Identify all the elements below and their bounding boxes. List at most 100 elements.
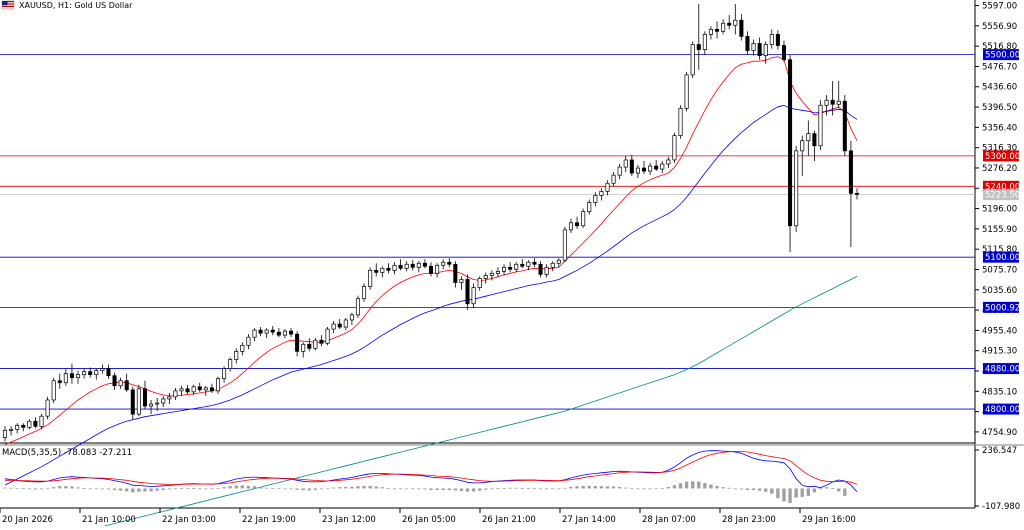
macd-hist-bar (593, 486, 597, 489)
candle-body (307, 343, 312, 349)
candle (307, 338, 312, 352)
candle (100, 364, 105, 374)
candle (794, 145, 799, 232)
price-level-box-label: 5223.50 (985, 191, 1020, 201)
candle (526, 260, 531, 271)
macd-hist-bar (216, 488, 220, 489)
candle-body (483, 275, 488, 279)
candle-body (495, 271, 500, 274)
price-tick-label: 5356.40 (982, 123, 1017, 133)
candle (489, 270, 494, 281)
candle (842, 95, 847, 156)
candle-body (441, 261, 446, 266)
candle-body (282, 330, 287, 336)
candle-body (380, 267, 385, 273)
macd-hist-bar (757, 488, 762, 491)
price-level-box[interactable]: 5000.92 (983, 301, 1020, 314)
macd-hist-bar (234, 485, 238, 489)
macd-hist-bar (295, 488, 299, 490)
candle-body (654, 165, 659, 170)
candle-body (520, 263, 525, 267)
candle (270, 326, 275, 336)
time-tick-label: 22 Jan 03:00 (162, 515, 216, 525)
price-level-box[interactable]: 4800.00 (983, 403, 1020, 416)
candle (739, 14, 744, 41)
candle-body (124, 380, 129, 391)
macd-hist-bar (191, 487, 196, 489)
candle-body (167, 396, 172, 400)
candle (422, 259, 427, 269)
candle-body (769, 34, 774, 45)
macd-hist-bar (557, 488, 561, 490)
candle-body (727, 22, 732, 26)
candle-body (666, 159, 671, 165)
candle-body (751, 43, 756, 51)
candle-body (648, 165, 653, 172)
price-tick-label: 4835.10 (982, 387, 1017, 397)
candle (654, 159, 659, 172)
candle (112, 372, 117, 390)
candle (568, 218, 573, 233)
candle (319, 335, 324, 347)
macd-hist-bar (344, 486, 348, 489)
candle-body (672, 135, 677, 161)
macd-hist-bar (484, 488, 488, 490)
macd-hist-bar (289, 488, 293, 490)
macd-hist-bar (45, 488, 50, 490)
candle-body (118, 380, 123, 387)
time-tick-label: 21 Jan 10:00 (82, 515, 136, 525)
macd-hist-bar (271, 488, 275, 490)
price-level-box[interactable]: 4880.00 (983, 363, 1020, 375)
price-level-box[interactable]: 5300.00 (983, 150, 1020, 162)
candle (203, 385, 208, 396)
candle-body (276, 331, 281, 336)
macd-hist-bar (301, 488, 305, 491)
price-level-box-bg (983, 49, 1019, 61)
candle-body (234, 351, 239, 360)
macd-hist-bar (265, 487, 269, 489)
macd-hist-bar (837, 488, 841, 492)
candle (215, 376, 221, 394)
price-level-box[interactable]: 5500.00 (983, 49, 1020, 61)
candle (355, 295, 360, 318)
price-level-box[interactable]: 5240.00 (983, 180, 1020, 193)
candle (57, 373, 62, 389)
candle (733, 4, 738, 35)
candle (453, 261, 458, 288)
macd-hist-bar (776, 488, 780, 499)
candle (763, 41, 768, 64)
candle (21, 423, 26, 432)
candle-body (112, 375, 117, 387)
time-tick-label: 29 Jan 16:00 (802, 515, 856, 525)
candle-body (203, 387, 208, 391)
candle (69, 363, 74, 384)
candle-body (526, 261, 531, 267)
price-level-box[interactable]: 5223.50 (983, 189, 1020, 201)
candle (179, 385, 184, 396)
candle-body (319, 339, 324, 344)
candles (2, 4, 860, 442)
candle (812, 130, 817, 161)
price-level-box-label: 5300.00 (985, 152, 1020, 162)
macd-hist-bar (733, 488, 737, 490)
macd-hist-bar (313, 488, 318, 490)
candle (715, 21, 720, 39)
candle (459, 276, 464, 290)
price-level-box-bg (983, 189, 1019, 201)
candle-body (550, 262, 555, 268)
time-tick-label: 26 Jan 05:00 (402, 515, 456, 525)
candle (593, 192, 598, 207)
macd-hist-bar (751, 488, 756, 491)
candle-body (763, 44, 768, 56)
candle-body (246, 336, 251, 346)
macd-hist-bar (82, 487, 86, 489)
macd-hist-bar (392, 488, 397, 490)
candle-body (386, 267, 391, 271)
candle (848, 140, 853, 248)
candle-body (812, 133, 817, 147)
candle (106, 364, 111, 379)
macd-hist-bar (636, 488, 640, 490)
ma-line-MA-mid (4, 104, 858, 486)
price-level-box[interactable]: 5100.00 (983, 251, 1020, 264)
